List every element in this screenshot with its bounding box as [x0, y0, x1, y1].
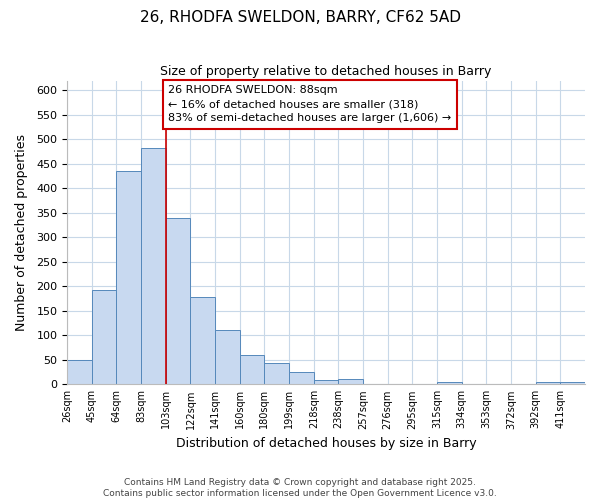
Text: 26 RHODFA SWELDON: 88sqm
← 16% of detached houses are smaller (318)
83% of semi-: 26 RHODFA SWELDON: 88sqm ← 16% of detach… — [168, 86, 452, 124]
Bar — [240, 355, 265, 384]
Bar — [166, 218, 190, 384]
Text: Contains HM Land Registry data © Crown copyright and database right 2025.
Contai: Contains HM Land Registry data © Crown c… — [103, 478, 497, 498]
Bar — [265, 362, 289, 384]
Title: Size of property relative to detached houses in Barry: Size of property relative to detached ho… — [160, 65, 492, 78]
Bar — [338, 379, 363, 384]
Bar — [141, 148, 166, 384]
Bar — [536, 382, 560, 384]
Bar — [314, 380, 338, 384]
Bar — [116, 171, 141, 384]
Bar — [190, 297, 215, 384]
Bar — [92, 290, 116, 384]
Bar — [437, 382, 462, 384]
X-axis label: Distribution of detached houses by size in Barry: Distribution of detached houses by size … — [176, 437, 476, 450]
Bar — [289, 372, 314, 384]
Text: 26, RHODFA SWELDON, BARRY, CF62 5AD: 26, RHODFA SWELDON, BARRY, CF62 5AD — [139, 10, 461, 25]
Bar — [215, 330, 240, 384]
Y-axis label: Number of detached properties: Number of detached properties — [15, 134, 28, 331]
Bar — [560, 382, 585, 384]
Bar — [67, 360, 92, 384]
